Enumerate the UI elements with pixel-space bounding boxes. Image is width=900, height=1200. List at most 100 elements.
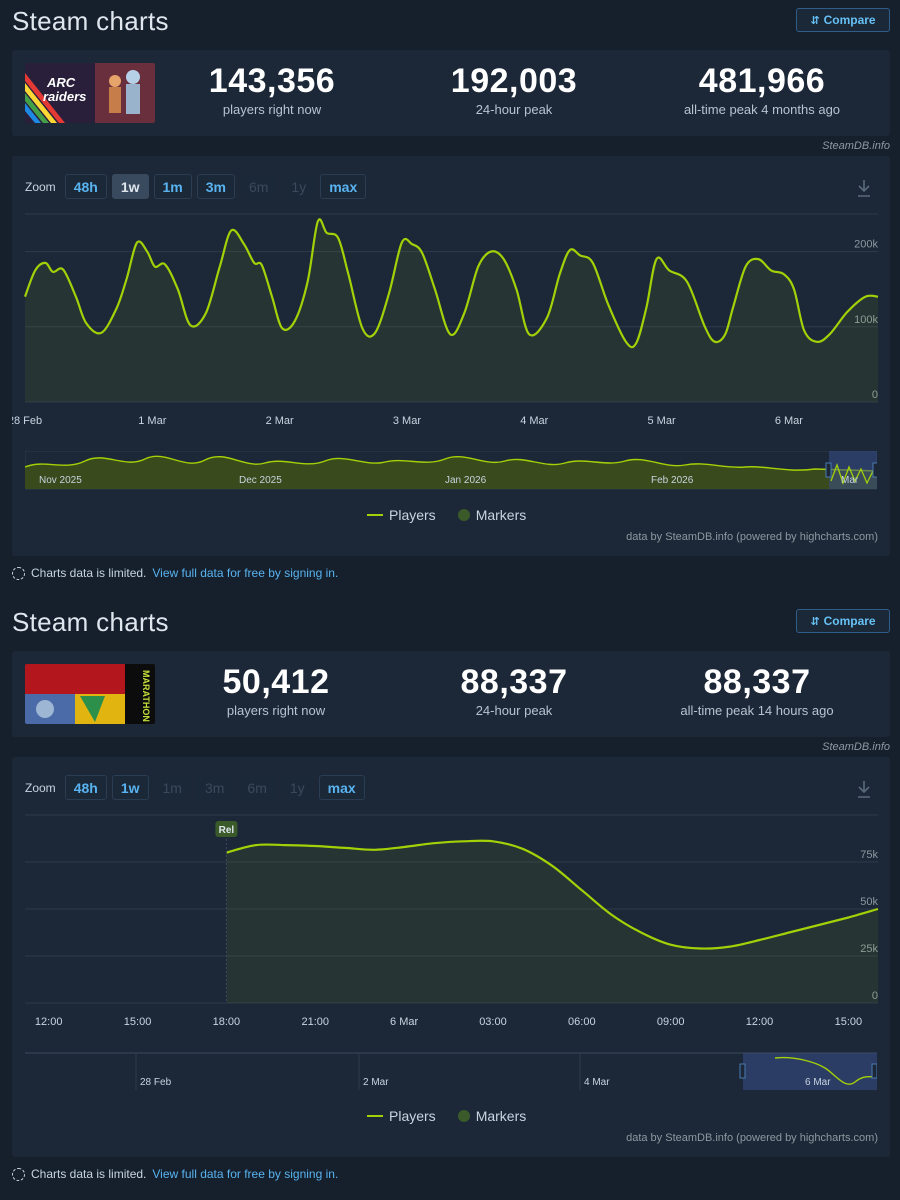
zoom-max-button[interactable]: max	[320, 174, 367, 199]
players-area	[25, 219, 878, 402]
navigator-selection[interactable]	[743, 1053, 877, 1090]
players-swatch	[367, 514, 383, 516]
y-tick-label: 75k	[860, 849, 878, 861]
players-area	[226, 840, 878, 1003]
stat-value: 481,966	[698, 62, 826, 100]
limited-text: Charts data is limited.	[31, 566, 147, 580]
svg-text:ARC: ARC	[46, 75, 76, 90]
zoom-1w-button[interactable]: 1w	[111, 775, 149, 800]
x-tick-label: 15:00	[835, 1016, 863, 1028]
spinner-icon	[12, 1167, 25, 1181]
legend-players[interactable]: Players	[367, 1108, 436, 1124]
zoom-6m-button: 6m	[239, 174, 278, 199]
download-icon[interactable]	[856, 178, 872, 198]
release-marker[interactable]	[215, 821, 238, 837]
steamdb-credit[interactable]: SteamDB.info	[822, 741, 890, 753]
legend-markers[interactable]: Markers	[457, 1108, 526, 1124]
chart-panel: Zoom 48h 1w 1m 3m 6m 1y max 0 25k 50k 75k 12…	[12, 757, 890, 1157]
legend-players[interactable]: Players	[367, 507, 436, 523]
stat-value: 143,356	[208, 62, 336, 100]
zoom-max-button[interactable]: max	[318, 775, 365, 800]
y-tick-label: 200k	[854, 239, 878, 251]
y-tick-label: 25k	[860, 943, 878, 955]
stat-label: 24-hour peak	[475, 703, 553, 718]
sign-in-link[interactable]: View full data for free by signing in.	[152, 566, 339, 580]
zoom-3m-button[interactable]: 3m	[196, 174, 235, 199]
y-tick-label: 50k	[860, 896, 878, 908]
x-tick-label: 6 Mar	[390, 1016, 418, 1028]
stat-label: 24-hour peak	[475, 102, 553, 117]
zoom-1m-button: 1m	[153, 775, 191, 800]
stat-value: 88,337	[460, 663, 568, 701]
navigator-label: Mar	[841, 475, 859, 486]
navigator-label: 28 Feb	[140, 1077, 172, 1088]
navigator-line	[774, 1056, 877, 1085]
navigator-label: Dec 2025	[239, 475, 282, 486]
stats-panel: MARATHON 50,412 players right now 88,337…	[12, 651, 890, 737]
legend-markers[interactable]: Markers	[457, 507, 526, 523]
spinner-icon	[12, 566, 25, 580]
navigator-handle-left[interactable]	[739, 1063, 746, 1079]
zoom-48h-button[interactable]: 48h	[64, 775, 107, 800]
zoom-6m-button: 6m	[238, 775, 276, 800]
y-tick-label: 0	[872, 990, 878, 1002]
stat-24h-peak: 88,337 24-hour peak	[444, 663, 584, 718]
players-chart[interactable]: 0 25k 50k 75k 12:00 15:00 18:00 21:00 6 Mar 03:00…	[12, 807, 890, 1067]
svg-text:raiders: raiders	[43, 89, 86, 104]
stat-label: players right now	[222, 102, 322, 117]
x-tick-label: 15:00	[124, 1016, 152, 1028]
markers-swatch	[457, 1110, 470, 1122]
players-series-line[interactable]	[226, 839, 879, 950]
steamdb-credit[interactable]: SteamDB.info	[822, 140, 890, 152]
game-thumbnail-marathon[interactable]: MARATHON	[25, 664, 155, 724]
x-tick-label: 5 Mar	[648, 415, 676, 427]
x-tick-label: 09:00	[657, 1016, 685, 1028]
data-limited-notice: Charts data is limited. View full data f…	[12, 1167, 338, 1181]
zoom-controls: Zoom 48h 1w 1m 3m 6m 1y max	[25, 775, 365, 800]
game-thumbnail-arc-raiders[interactable]: ARC raiders	[25, 63, 155, 123]
x-tick-label: 06:00	[568, 1016, 596, 1028]
stats-panel: ARC raiders 143,356 players right now 19…	[12, 50, 890, 136]
compare-button[interactable]: ⇵ Compare	[796, 8, 890, 32]
y-tick-label: 100k	[854, 314, 878, 326]
download-icon[interactable]	[856, 779, 872, 799]
navigator-label: 4 Mar	[584, 1077, 610, 1088]
x-tick-label: 2 Mar	[266, 415, 294, 427]
highcharts-credit[interactable]: data by SteamDB.info (powered by highcha…	[626, 531, 878, 543]
navigator-label: 2 Mar	[363, 1077, 389, 1088]
limited-text: Charts data is limited.	[31, 1167, 147, 1181]
stat-current-players: 50,412 players right now	[206, 663, 346, 718]
marathon-logo-text: MARATHON	[141, 670, 151, 722]
y-tick-label: 0	[872, 389, 878, 401]
navigator-handle-left[interactable]	[825, 462, 832, 478]
compare-icon: ⇵	[810, 14, 820, 27]
zoom-48h-button[interactable]: 48h	[64, 174, 107, 199]
navigator[interactable]: 28 Feb 2 Mar 4 Mar 6 Mar	[25, 1052, 877, 1092]
x-tick-label: 03:00	[479, 1016, 507, 1028]
section-title: Steam charts	[12, 6, 169, 36]
stat-label: players right now	[226, 703, 326, 718]
zoom-1y-button: 1y	[282, 174, 316, 199]
navigator-handle-right[interactable]	[872, 462, 877, 478]
players-series-line[interactable]	[23, 218, 879, 349]
sign-in-link[interactable]: View full data for free by signing in.	[152, 1167, 339, 1181]
markers-swatch	[457, 509, 470, 521]
stat-current-players: 143,356 players right now	[192, 62, 352, 117]
compare-button[interactable]: ⇵ Compare	[796, 609, 890, 633]
players-chart[interactable]: 0 100k 200k 28 Feb 1 Mar 2 Mar 3 Mar 4 Mar 5 Mar…	[12, 206, 890, 466]
zoom-1m-button[interactable]: 1m	[153, 174, 192, 199]
steam-charts-section-2: Steam charts ⇵ Compare MARATHON 50,412 p…	[0, 601, 900, 1200]
stat-value: 192,003	[450, 62, 578, 100]
highcharts-credit[interactable]: data by SteamDB.info (powered by highcha…	[626, 1132, 878, 1144]
navigator-selection-line	[830, 463, 874, 485]
zoom-1y-button: 1y	[280, 775, 314, 800]
zoom-1w-button[interactable]: 1w	[111, 174, 149, 199]
stat-value: 50,412	[222, 663, 330, 701]
marathon-logo-image: MARATHON	[25, 664, 155, 724]
navigator[interactable]: Nov 2025 Dec 2025 Jan 2026 Feb 2026 Mar	[25, 451, 877, 491]
x-tick-label: 18:00	[213, 1016, 241, 1028]
navigator-handle-right[interactable]	[871, 1063, 877, 1079]
compare-icon: ⇵	[810, 615, 820, 628]
navigator-selection[interactable]	[829, 451, 877, 489]
compare-label: Compare	[823, 13, 876, 27]
